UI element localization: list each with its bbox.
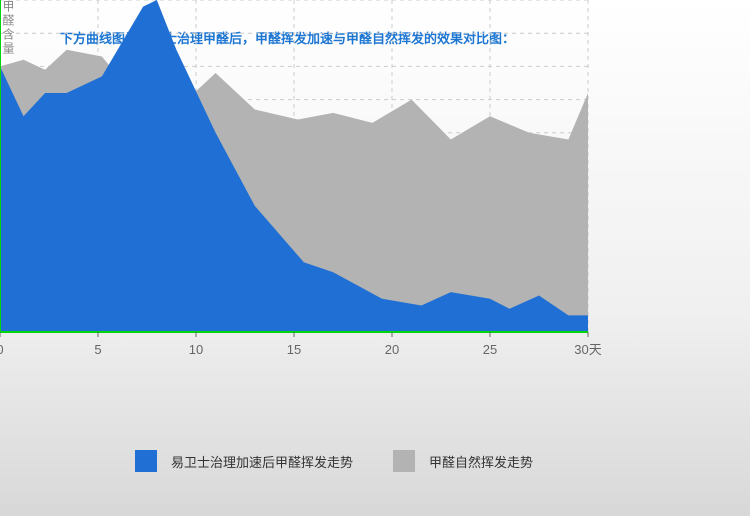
legend-label-treated: 易卫士治理加速后甲醛挥发走势 [171,452,353,471]
svg-text:25: 25 [483,342,497,357]
chart-svg: 00.10.20.30.40.50.60.70.80.91.0051015202… [0,0,608,372]
svg-text:0: 0 [0,342,4,357]
legend-swatch-natural [393,450,415,472]
svg-text:20: 20 [385,342,399,357]
legend-item-natural: 甲醛自然挥发走势 [393,450,533,472]
y-axis-label: 甲醛含量 [0,0,17,56]
legend-swatch-treated [135,450,157,472]
area-chart: 00.10.20.30.40.50.60.70.80.91.0051015202… [0,0,588,332]
legend: 易卫士治理加速后甲醛挥发走势 甲醛自然挥发走势 [135,450,533,472]
legend-item-treated: 易卫士治理加速后甲醛挥发走势 [135,450,353,472]
legend-label-natural: 甲醛自然挥发走势 [429,452,533,471]
svg-text:10: 10 [189,342,203,357]
svg-text:5: 5 [94,342,101,357]
svg-text:15: 15 [287,342,301,357]
svg-text:30天: 30天 [574,342,601,357]
